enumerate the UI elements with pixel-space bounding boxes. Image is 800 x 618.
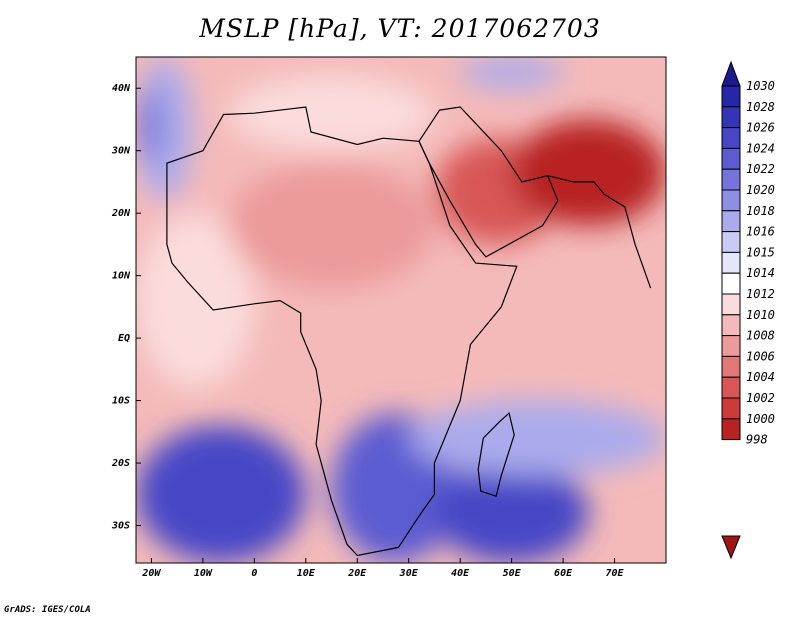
pressure-region-south-atlantic-high [136, 425, 306, 563]
lat-tick-label: 10S [112, 396, 130, 407]
pressure-region-indian-ocean-high [434, 463, 589, 563]
colorbar-swatch [721, 355, 741, 378]
pressure-region-black-sea-high [460, 57, 564, 89]
grads-credit: GrADS: IGES/COLA [4, 605, 91, 615]
lon-tick-label: 0 [251, 568, 257, 579]
lat-tick-label: 20S [111, 458, 130, 469]
colorbar-label: 1014 [746, 266, 775, 280]
colorbar-label: 1022 [746, 162, 775, 176]
colorbar-swatch [721, 314, 741, 337]
colorbar-top-arrow [721, 60, 741, 87]
lon-tick-label: 30E [399, 568, 419, 579]
colorbar-swatch [721, 397, 741, 420]
pressure-region-indian-ocean-ridge [408, 400, 666, 476]
lon-tick-label: 10E [297, 568, 316, 579]
lon-tick-label: 50E [503, 568, 522, 579]
colorbar: 1030 1028 1026 1024 1022 1020 1018 1016 1015 1014… [721, 60, 775, 560]
colorbar-label: 1000 [746, 412, 775, 426]
colorbar-label: 1018 [746, 204, 775, 218]
colorbar-label: 1004 [746, 370, 775, 384]
pressure-region-mediterranean [228, 75, 435, 151]
pressure-region-persian-gulf-low [511, 119, 666, 226]
africa-outline [166, 106, 518, 557]
colorbar-label: 1016 [746, 225, 775, 239]
lon-tick-label: 40E [451, 568, 470, 579]
colorbar-bottom-arrow [721, 535, 741, 560]
lon-tick-label: 20W [141, 568, 161, 579]
pressure-region-sahara-low [228, 163, 435, 289]
pressure-region-tropical-atlantic [136, 213, 255, 389]
colorbar-swatch [721, 272, 741, 295]
colorbar-swatch [721, 210, 741, 233]
colorbar-swatch [721, 147, 741, 170]
colorbar-label: 1020 [746, 183, 775, 197]
colorbar-swatch [721, 418, 741, 441]
lat-tick-label: EQ [118, 333, 130, 344]
colorbar-swatch [721, 189, 741, 212]
lat-tick-label: 20N [111, 208, 131, 219]
chart-title: MSLP [hPa], VT: 2017062703 [199, 14, 601, 43]
colorbar-label: 1028 [746, 100, 775, 114]
lon-tick-label: 60E [554, 568, 573, 579]
arabia-outline [418, 106, 559, 258]
colorbar-swatch [721, 231, 741, 253]
madagascar-outline [477, 411, 515, 497]
india-coast [547, 175, 652, 289]
plot-frame [135, 56, 667, 564]
lat-tick-label: 30N [111, 146, 131, 157]
colorbar-label: 1008 [746, 329, 775, 343]
lon-tick-label: 70E [606, 568, 625, 579]
africa-coastline [166, 106, 652, 557]
lat-tick-label: 40N [112, 83, 131, 94]
colorbar-label: 998 [746, 433, 768, 447]
colorbar-swatch [721, 127, 741, 149]
colorbar-swatch [721, 293, 741, 316]
colorbar-label: 1026 [746, 121, 775, 135]
colorbar-label: 1024 [746, 141, 775, 155]
colorbar-label: 1030 [746, 79, 775, 93]
colorbar-label: 1012 [746, 287, 775, 301]
colorbar-swatch [721, 376, 741, 399]
pressure-field-plot [136, 57, 666, 563]
lon-tick-label: 10W [194, 568, 213, 579]
colorbar-label: 1002 [746, 391, 775, 405]
colorbar-label: 1006 [746, 349, 775, 363]
colorbar-swatch [721, 168, 741, 191]
lon-tick-label: 20E [347, 568, 367, 579]
lat-tick-label: 30S [111, 521, 130, 532]
colorbar-swatch [721, 335, 741, 357]
colorbar-swatch [721, 106, 741, 129]
lat-tick-label: 10N [112, 271, 131, 282]
colorbar-label: 1010 [746, 308, 775, 322]
colorbar-swatch [721, 85, 741, 108]
colorbar-label: 1015 [746, 245, 775, 259]
colorbar-swatch [721, 251, 741, 274]
pressure-region-north-atlantic-high-core [136, 88, 162, 164]
